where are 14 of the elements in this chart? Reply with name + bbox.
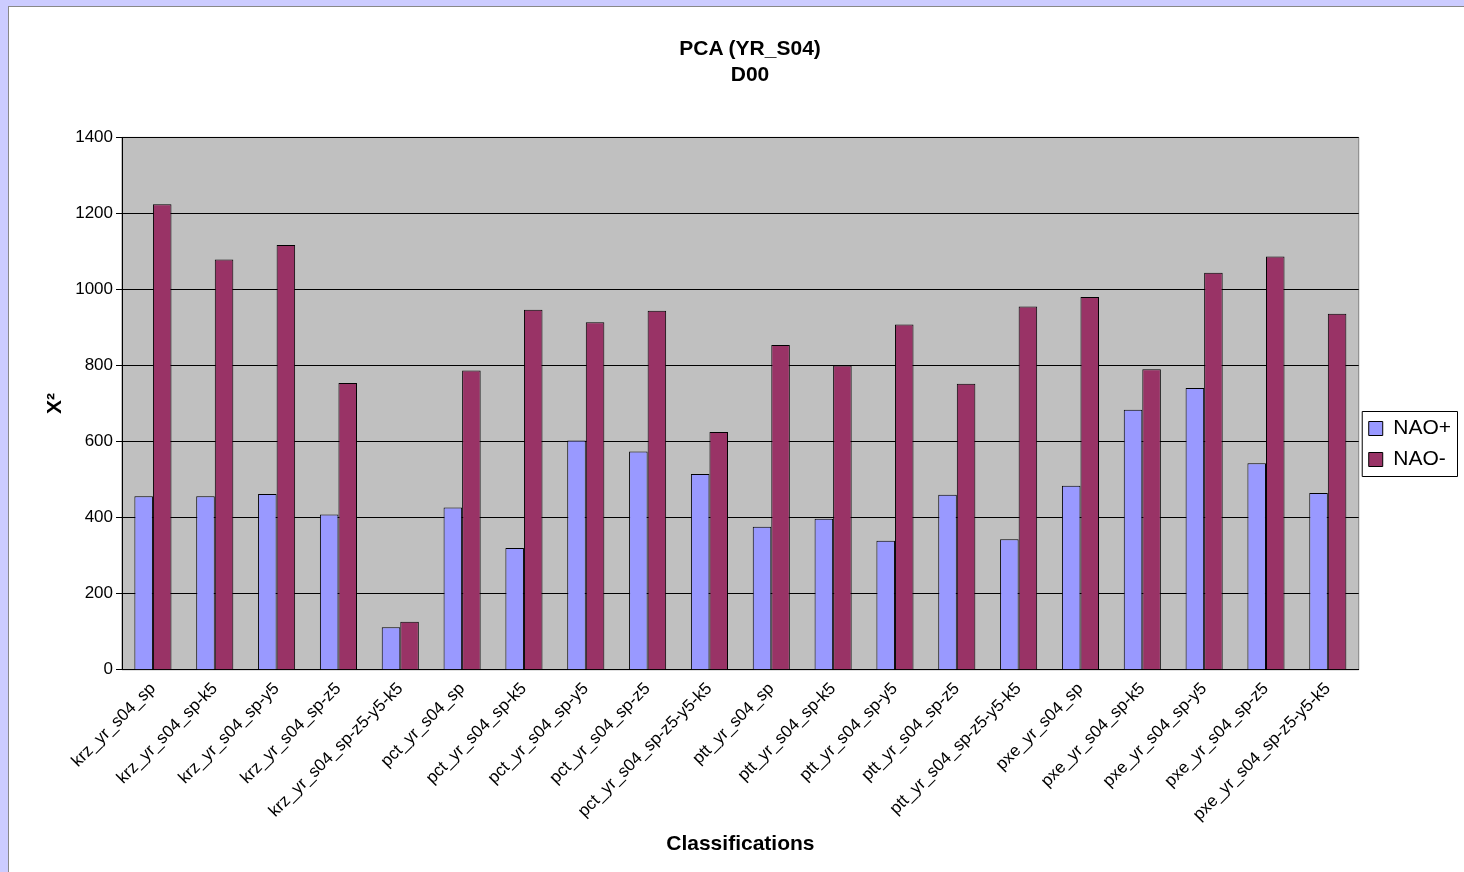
- legend-label: NAO-: [1393, 446, 1446, 470]
- y-tick-label: 1000: [75, 279, 114, 299]
- legend-label: NAO+: [1393, 415, 1452, 439]
- y-tick-label: 200: [84, 583, 114, 603]
- text: D00: [730, 61, 770, 85]
- y-tick-label: 1200: [75, 203, 114, 223]
- y-tick-label: 400: [84, 507, 114, 527]
- y-tick-label: 0: [103, 659, 114, 679]
- x-axis-title: Classifications: [666, 831, 815, 855]
- y-tick-label: 600: [84, 431, 114, 451]
- y-tick-label: 1400: [75, 127, 114, 147]
- text: PCA (YR_S04): [679, 36, 821, 60]
- y-tick-label: 800: [84, 355, 114, 375]
- y-axis-title: X²: [42, 393, 66, 415]
